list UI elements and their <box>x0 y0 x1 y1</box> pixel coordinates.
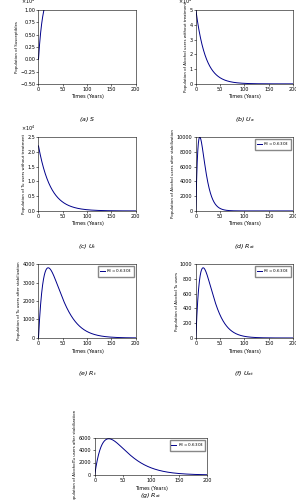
Y-axis label: Population of Alcohol users after stabilization: Population of Alcohol users after stabil… <box>171 130 176 218</box>
Legend: $R_0=0.6303$: $R_0=0.6303$ <box>98 266 133 277</box>
X-axis label: Times (Years): Times (Years) <box>228 94 261 100</box>
Text: $\times10^{4}$: $\times10^{4}$ <box>178 0 193 6</box>
Legend: $R_0=0.6303$: $R_0=0.6303$ <box>170 440 205 450</box>
Text: $\times10^{4}$: $\times10^{4}$ <box>21 0 35 6</box>
Text: (g) $R_{at}$: (g) $R_{at}$ <box>140 491 162 500</box>
Legend: $R_0=0.6303$: $R_0=0.6303$ <box>255 266 291 277</box>
Text: (c) $U_t$: (c) $U_t$ <box>78 242 96 251</box>
Y-axis label: Population of Susceptibles: Population of Susceptibles <box>15 21 19 73</box>
X-axis label: Times (Years): Times (Years) <box>228 222 261 226</box>
Y-axis label: Population of AlcoholTu users after stabilization: Population of AlcoholTu users after stab… <box>73 410 77 500</box>
Text: (b) $U_a$: (b) $U_a$ <box>234 115 254 124</box>
X-axis label: Times (Years): Times (Years) <box>71 94 104 100</box>
Text: (f) $U_{at}$: (f) $U_{at}$ <box>234 369 255 378</box>
Text: (a) $S$: (a) $S$ <box>79 115 95 124</box>
X-axis label: Times (Years): Times (Years) <box>228 348 261 354</box>
Y-axis label: Population of Tu users after stabilization: Population of Tu users after stabilizati… <box>17 262 21 340</box>
X-axis label: Times (Years): Times (Years) <box>71 348 104 354</box>
Y-axis label: Population of Tu users without treatment: Population of Tu users without treatment <box>22 134 26 214</box>
Legend: $R_0=0.6303$: $R_0=0.6303$ <box>255 139 291 150</box>
X-axis label: Times (Years): Times (Years) <box>71 222 104 226</box>
Y-axis label: Population of Alcohol Tu users: Population of Alcohol Tu users <box>175 272 178 330</box>
Text: (d) $R_{at}$: (d) $R_{at}$ <box>234 242 255 251</box>
Text: $\times10^{4}$: $\times10^{4}$ <box>21 124 35 134</box>
X-axis label: Times (Years): Times (Years) <box>134 486 168 490</box>
Text: (e) $R_t$: (e) $R_t$ <box>78 369 96 378</box>
Y-axis label: Population of Alcohol users without treatment: Population of Alcohol users without trea… <box>184 2 188 92</box>
